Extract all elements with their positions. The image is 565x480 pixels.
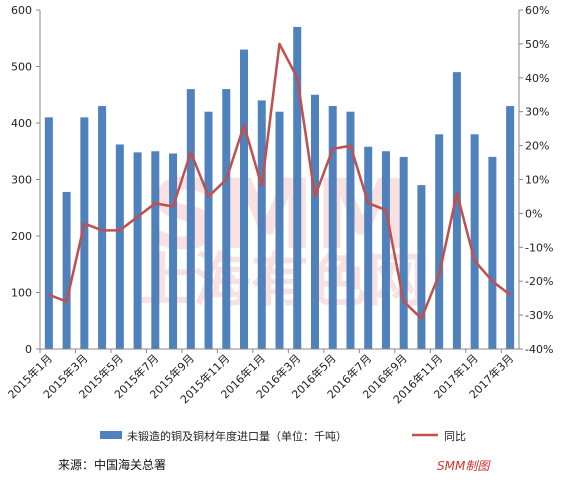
y-right-tick-label: 50% bbox=[525, 38, 549, 51]
yoy-point-7 bbox=[154, 202, 156, 204]
bar-21 bbox=[399, 156, 408, 349]
y-right-tick-label: 10% bbox=[525, 174, 549, 187]
bar-17 bbox=[328, 106, 337, 349]
bar-9 bbox=[186, 89, 195, 349]
yoy-point-2 bbox=[66, 301, 68, 303]
bar-23 bbox=[435, 134, 444, 349]
bar-12 bbox=[240, 49, 249, 350]
yoy-point-13 bbox=[261, 185, 263, 187]
legend-line-label: 同比 bbox=[444, 430, 466, 443]
bar-4 bbox=[98, 106, 107, 349]
bar-19 bbox=[364, 146, 373, 349]
yoy-point-21 bbox=[403, 301, 405, 303]
yoy-point-20 bbox=[385, 209, 387, 211]
y-axis-right-labels: -40% -30% -20% -10% 0% 10% 20% 30% 40% 50% 60% bbox=[519, 4, 553, 356]
yoy-point-16 bbox=[314, 195, 316, 197]
bar-16 bbox=[310, 94, 319, 349]
bar-11 bbox=[222, 89, 231, 349]
bar-5 bbox=[115, 144, 124, 349]
bar-7 bbox=[151, 151, 160, 349]
bar-series bbox=[44, 26, 515, 350]
yoy-point-4 bbox=[101, 229, 103, 231]
yoy-point-19 bbox=[367, 202, 369, 204]
source-note: 来源：中国海关总署 bbox=[58, 458, 167, 472]
bar-13 bbox=[257, 100, 266, 350]
yoy-point-5 bbox=[119, 229, 121, 231]
yoy-point-25 bbox=[474, 260, 476, 262]
bar-20 bbox=[381, 151, 390, 349]
yoy-point-14 bbox=[279, 43, 280, 45]
y-left-tick-label: 400 bbox=[11, 117, 32, 130]
bar-18 bbox=[346, 111, 355, 349]
x-axis-labels: 2015年1月2015年3月2015年5月2015年7月2015年9月2015年… bbox=[5, 349, 516, 406]
yoy-point-6 bbox=[137, 216, 139, 218]
bar-15 bbox=[293, 26, 302, 349]
yoy-point-26 bbox=[491, 280, 493, 282]
yoy-point-3 bbox=[83, 223, 85, 225]
yoy-point-12 bbox=[243, 124, 245, 126]
y-left-tick-label: 0 bbox=[25, 343, 32, 356]
bar-26 bbox=[488, 156, 497, 349]
bar-1 bbox=[44, 117, 53, 349]
y-right-tick-label: -10% bbox=[525, 241, 553, 254]
y-axis-left-labels: 0 100 200 300 400 500 600 bbox=[11, 4, 40, 356]
yoy-point-11 bbox=[225, 179, 227, 180]
bar-8 bbox=[169, 153, 178, 349]
yoy-point-1 bbox=[48, 294, 50, 296]
bar-14 bbox=[275, 111, 284, 349]
bar-22 bbox=[417, 185, 426, 349]
legend-bar-swatch bbox=[100, 431, 122, 439]
line-series bbox=[48, 42, 511, 320]
y-right-tick-label: 40% bbox=[525, 72, 549, 85]
yoy-point-17 bbox=[332, 148, 334, 150]
yoy-point-22 bbox=[420, 317, 422, 319]
y-left-tick-label: 500 bbox=[11, 61, 32, 74]
bar-6 bbox=[133, 152, 142, 349]
y-left-tick-label: 300 bbox=[11, 174, 32, 187]
legend: 未锻造的铜及铜材年度进口量（单位：千吨） 同比 bbox=[100, 429, 466, 443]
y-right-tick-label: 30% bbox=[525, 106, 549, 119]
yoy-point-27 bbox=[509, 294, 511, 296]
bar-3 bbox=[80, 117, 89, 349]
yoy-point-18 bbox=[349, 145, 351, 147]
y-left-tick-label: 600 bbox=[11, 4, 32, 17]
bar-25 bbox=[470, 134, 479, 349]
y-right-tick-label: -40% bbox=[525, 343, 553, 356]
y-right-tick-label: -20% bbox=[525, 275, 553, 288]
bar-27 bbox=[506, 106, 515, 349]
y-right-tick-label: 60% bbox=[525, 4, 549, 17]
bar-24 bbox=[452, 72, 461, 350]
yoy-point-23 bbox=[438, 273, 440, 275]
legend-bar-label: 未锻造的铜及铜材年度进口量（单位：千吨） bbox=[127, 429, 347, 443]
y-right-tick-label: 20% bbox=[525, 140, 549, 153]
yoy-point-24 bbox=[456, 192, 458, 194]
y-right-tick-label: -30% bbox=[525, 309, 553, 322]
bar-10 bbox=[204, 111, 213, 349]
brand-credit: SMM制图 bbox=[437, 459, 490, 473]
yoy-point-15 bbox=[296, 77, 298, 79]
yoy-point-10 bbox=[208, 195, 210, 197]
y-left-tick-label: 100 bbox=[11, 287, 32, 300]
yoy-point-9 bbox=[190, 151, 192, 153]
bar-2 bbox=[62, 191, 71, 349]
y-right-tick-label: 0% bbox=[525, 207, 542, 220]
y-left-tick-label: 200 bbox=[11, 230, 32, 243]
yoy-point-8 bbox=[172, 206, 174, 208]
